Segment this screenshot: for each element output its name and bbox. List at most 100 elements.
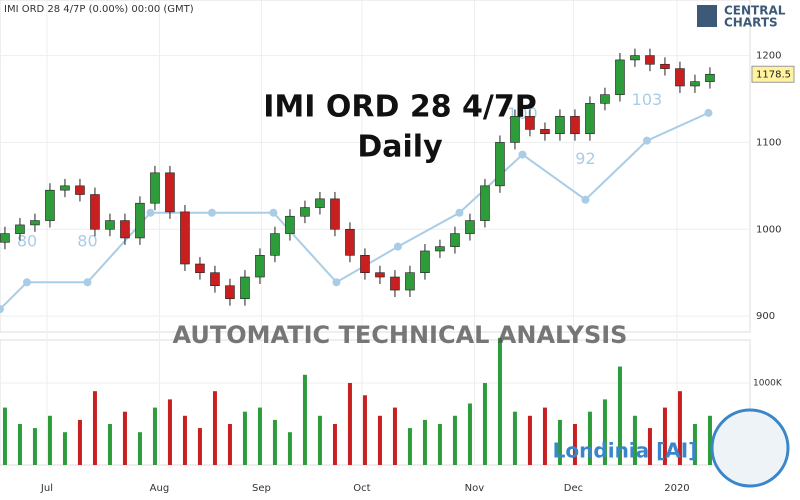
volume-bar (632, 415, 637, 465)
score-label: 92 (575, 149, 595, 168)
volume-bar (617, 366, 622, 465)
score-point (83, 278, 92, 287)
volume-bar (707, 415, 712, 465)
candle-body (150, 172, 160, 204)
score-point (0, 305, 4, 314)
candle-body (630, 55, 640, 61)
candle-body (60, 185, 70, 191)
candle-body (390, 276, 400, 291)
candle-body (450, 233, 460, 247)
candle-body (0, 233, 10, 243)
candle-body (345, 228, 355, 256)
candle-body (15, 224, 25, 234)
volume-bar (272, 419, 277, 465)
volume-bar (347, 382, 352, 465)
chart-title: IMI ORD 28 4/7P (263, 90, 536, 125)
score-point (393, 242, 402, 251)
volume-bar (77, 419, 82, 465)
volume-bar (662, 407, 667, 465)
candle-body (240, 276, 250, 300)
volume-bar (467, 403, 472, 465)
volume-bar (542, 407, 547, 465)
score-point (642, 136, 651, 145)
volume-bar (572, 423, 577, 465)
candle-body (75, 185, 85, 195)
score-label: 80 (17, 232, 37, 251)
y-tick-label: 900 (756, 311, 775, 322)
volume-bar (437, 423, 442, 465)
volume-bar (287, 432, 292, 465)
score-point (581, 195, 590, 204)
candle-body (90, 194, 100, 230)
score-point (207, 208, 216, 217)
volume-bar (107, 423, 112, 465)
score-point (518, 150, 527, 159)
candle-body (255, 255, 265, 278)
candle-body (555, 116, 565, 135)
volume-bar (647, 428, 652, 465)
x-tick-label: Nov (465, 483, 485, 494)
volume-bar (197, 428, 202, 465)
candle-body (420, 250, 430, 273)
volume-bar (317, 415, 322, 465)
volume-bar (587, 411, 592, 465)
volume-bar (242, 411, 247, 465)
candle-body (225, 285, 235, 300)
volume-bar (137, 432, 142, 465)
candle-body (585, 103, 595, 135)
logo: CENTRAL (724, 4, 786, 18)
avatar (710, 408, 790, 488)
logo-icon (697, 5, 717, 27)
x-tick-label: Jul (40, 483, 53, 494)
last-price-box (751, 65, 795, 83)
volume-bar (692, 423, 697, 465)
chart-subtitle: Daily (357, 130, 443, 165)
brand: Londinia [AI] (553, 439, 698, 463)
x-tick-label: Oct (353, 483, 370, 494)
candle-body (435, 246, 445, 252)
candle-body (480, 185, 490, 221)
logo: CHARTS (724, 16, 778, 30)
volume-bar (452, 415, 457, 465)
score-label: 80 (77, 232, 97, 251)
volume-bar (407, 428, 412, 465)
header: IMI ORD 28 4/7P (0.00%) 00:00 (GMT) (4, 4, 194, 15)
volume-bar (527, 415, 532, 465)
candle-body (165, 172, 175, 213)
candle-body (615, 59, 625, 95)
y-tick-label: 1200 (756, 51, 781, 62)
candle-body (210, 272, 220, 287)
volume-bar (2, 407, 7, 465)
candle-body (660, 63, 670, 69)
candle-body (315, 198, 325, 208)
volume-bar (377, 415, 382, 465)
score-point (146, 208, 155, 217)
candle-body (570, 116, 580, 135)
volume-bar (62, 432, 67, 465)
volume-bar (152, 407, 157, 465)
candle-body (135, 202, 145, 239)
candle-body (465, 220, 475, 234)
candle-body (360, 255, 370, 273)
candle-body (375, 272, 385, 278)
volume-bar (362, 395, 367, 465)
volume-bar (17, 423, 22, 465)
volume-bar (92, 391, 97, 465)
volume-bar (512, 411, 517, 465)
volume-bar (212, 391, 217, 465)
x-tick-label: Aug (150, 483, 170, 494)
volume-bar (422, 419, 427, 465)
y-tick-label: 1100 (756, 137, 781, 148)
candle-body (645, 55, 655, 65)
x-tick-label: Sep (252, 483, 271, 494)
last-price: 1178.5 (756, 69, 791, 80)
candle-body (120, 220, 130, 239)
volume-bar (47, 415, 52, 465)
score-point (704, 108, 713, 117)
volume-bar (557, 419, 562, 465)
volume-bar (32, 428, 37, 465)
volume-bar (392, 407, 397, 465)
price-panel (0, 0, 751, 333)
candle-body (675, 68, 685, 87)
volume-bar (482, 382, 487, 465)
